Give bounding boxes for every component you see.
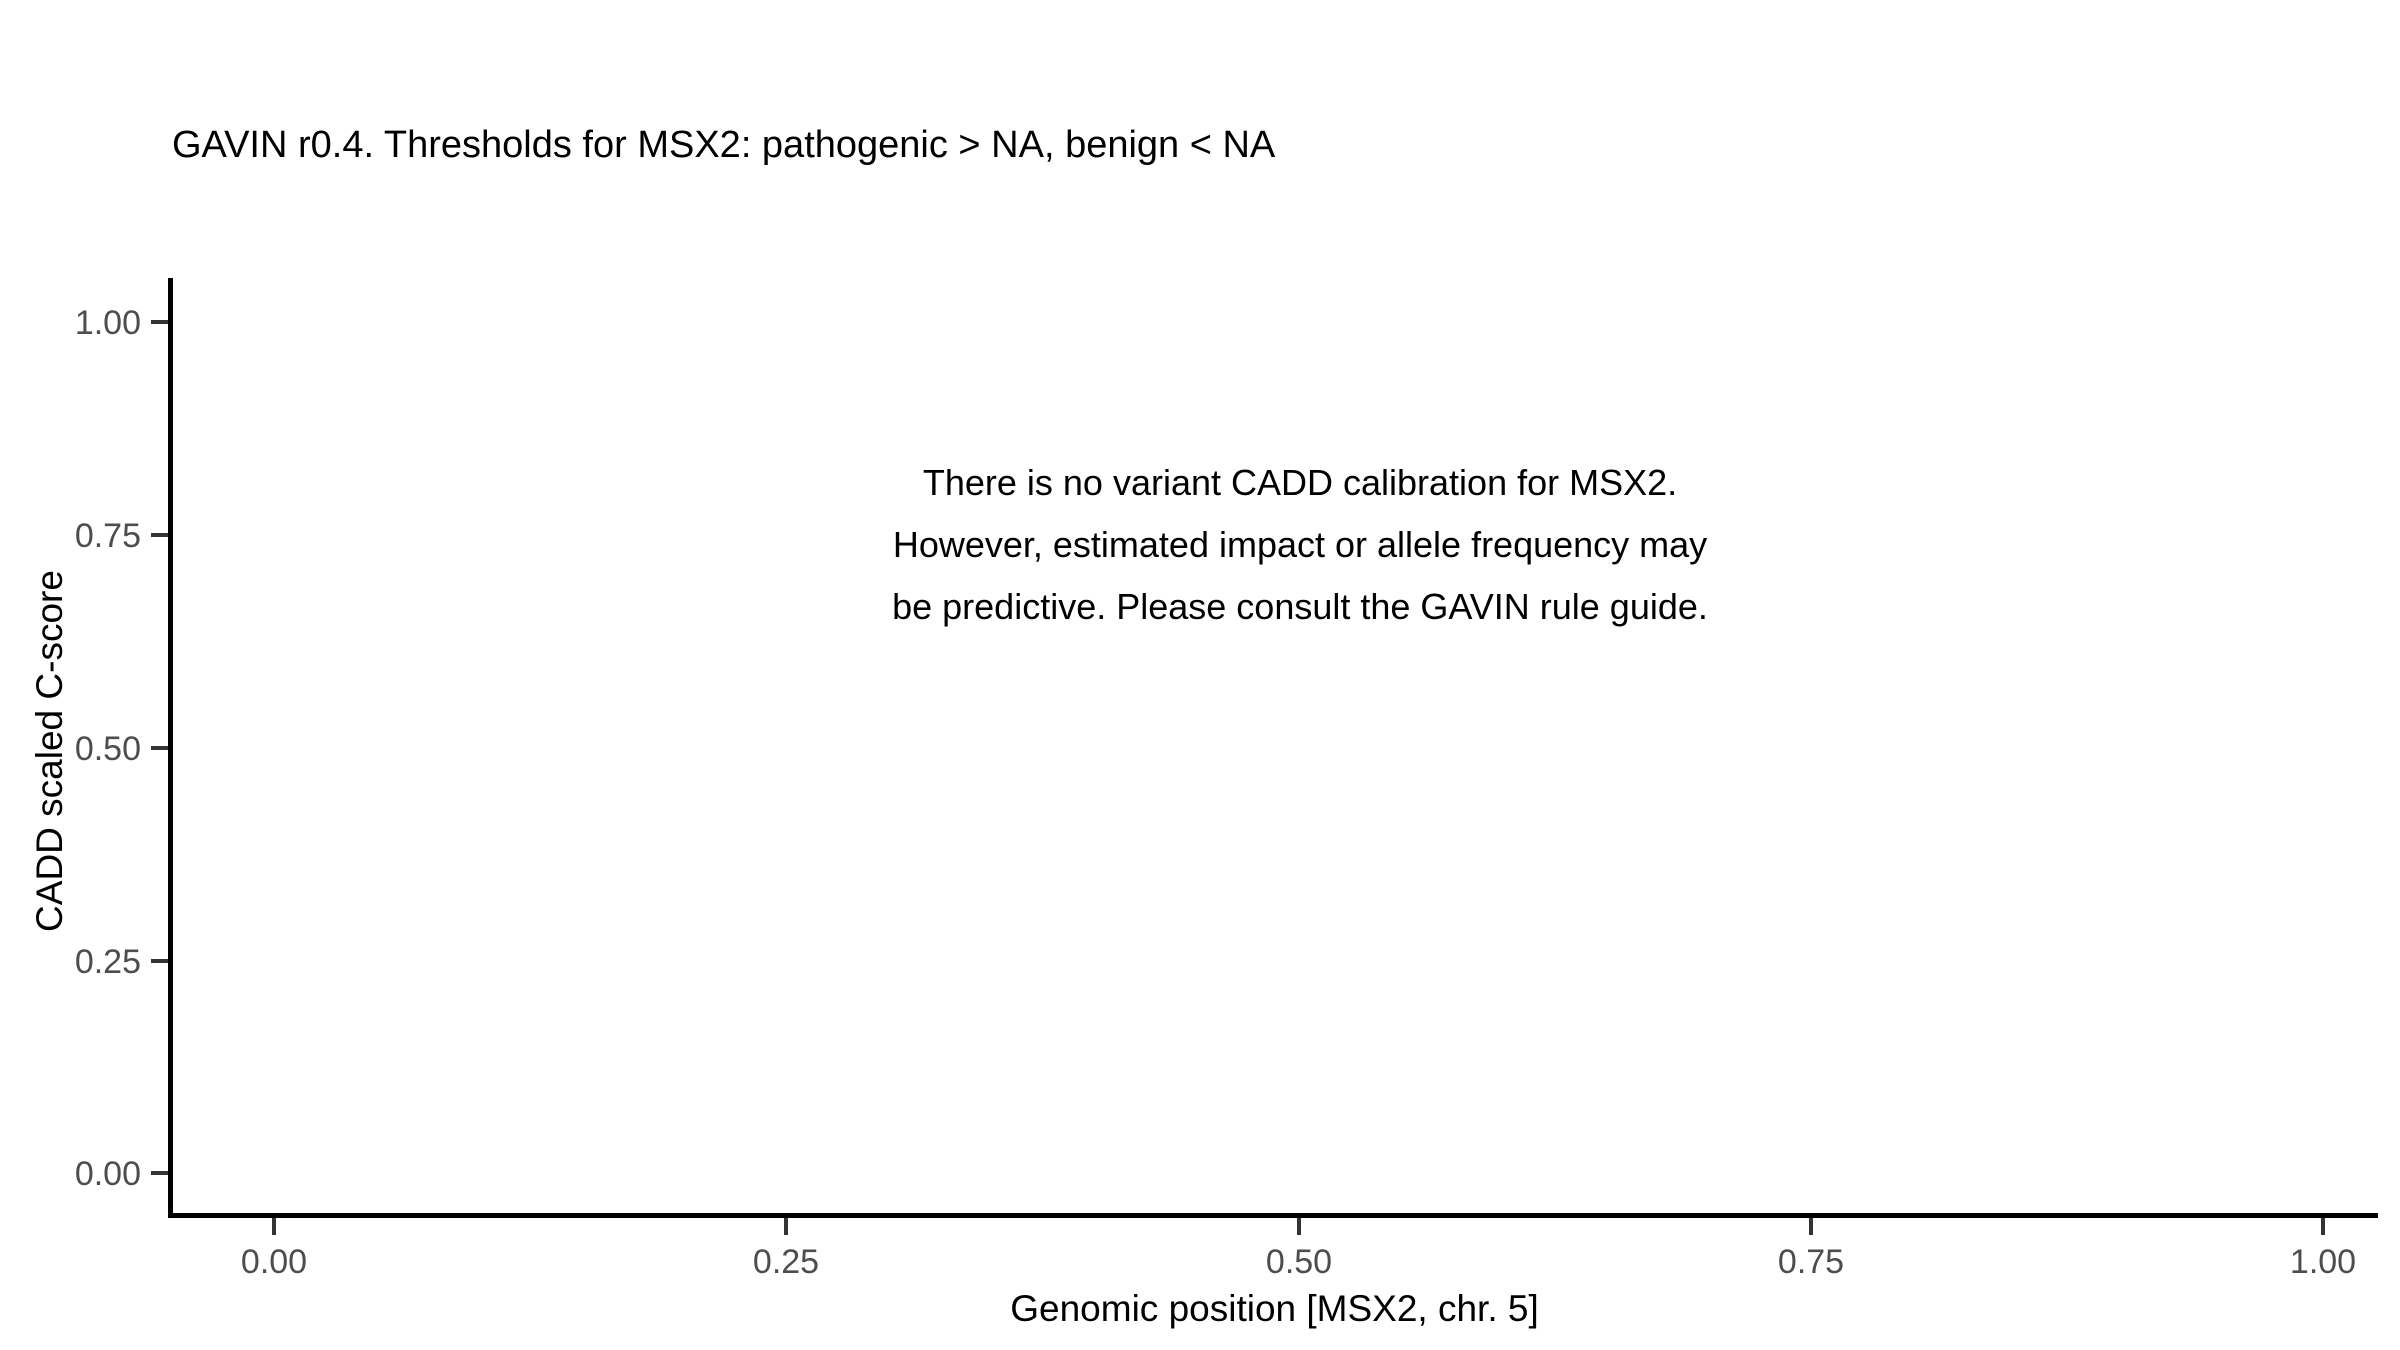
y-tick-mark-0.75: [151, 533, 168, 537]
annotation-line-3: be predictive. Please consult the GAVIN …: [892, 586, 1708, 627]
y-tick-mark-1.00: [151, 320, 168, 324]
x-tick-mark-0.75: [1809, 1218, 1813, 1235]
y-tick-labels: 1.00 0.75 0.50 0.25 0.00: [0, 0, 141, 1350]
y-tick-label-0.25: 0.25: [74, 943, 141, 981]
plot-panel: [172, 278, 2377, 1215]
y-tick-label-0.75: 0.75: [74, 517, 141, 555]
x-tick-mark-0.50: [1297, 1218, 1301, 1235]
x-tick-label-0.50: 0.50: [1265, 1243, 1333, 1281]
chart-title-line-1: GAVIN r0.4. Thresholds for MSX2: pathoge…: [172, 124, 1276, 166]
y-tick-mark-0.25: [151, 959, 168, 963]
x-tick-mark-1.00: [2321, 1218, 2325, 1235]
x-axis-line: [168, 1213, 2378, 1218]
y-tick-label-0.00: 0.00: [74, 1155, 141, 1193]
y-tick-label-1.00: 1.00: [74, 304, 141, 342]
annotation-line-1: There is no variant CADD calibration for…: [922, 462, 1678, 503]
y-tick-mark-0.50: [151, 746, 168, 750]
no-calibration-annotation: There is no variant CADD calibration for…: [892, 452, 1708, 638]
y-tick-label-0.50: 0.50: [74, 730, 141, 768]
x-tick-label-0.00: 0.00: [240, 1243, 308, 1281]
y-tick-mark-0.00: [151, 1171, 168, 1175]
x-tick-mark-0.25: [784, 1218, 788, 1235]
y-axis-title: CADD scaled C-score: [29, 570, 70, 932]
annotation-line-2: However, estimated impact or allele freq…: [892, 524, 1708, 565]
x-tick-label-1.00: 1.00: [2289, 1243, 2357, 1281]
y-axis-line: [168, 278, 173, 1218]
x-tick-label-0.75: 0.75: [1777, 1243, 1845, 1281]
x-tick-label-0.25: 0.25: [752, 1243, 820, 1281]
x-tick-mark-0.00: [272, 1218, 276, 1235]
x-axis-title: Genomic position [MSX2, chr. 5]: [1010, 1288, 1539, 1329]
